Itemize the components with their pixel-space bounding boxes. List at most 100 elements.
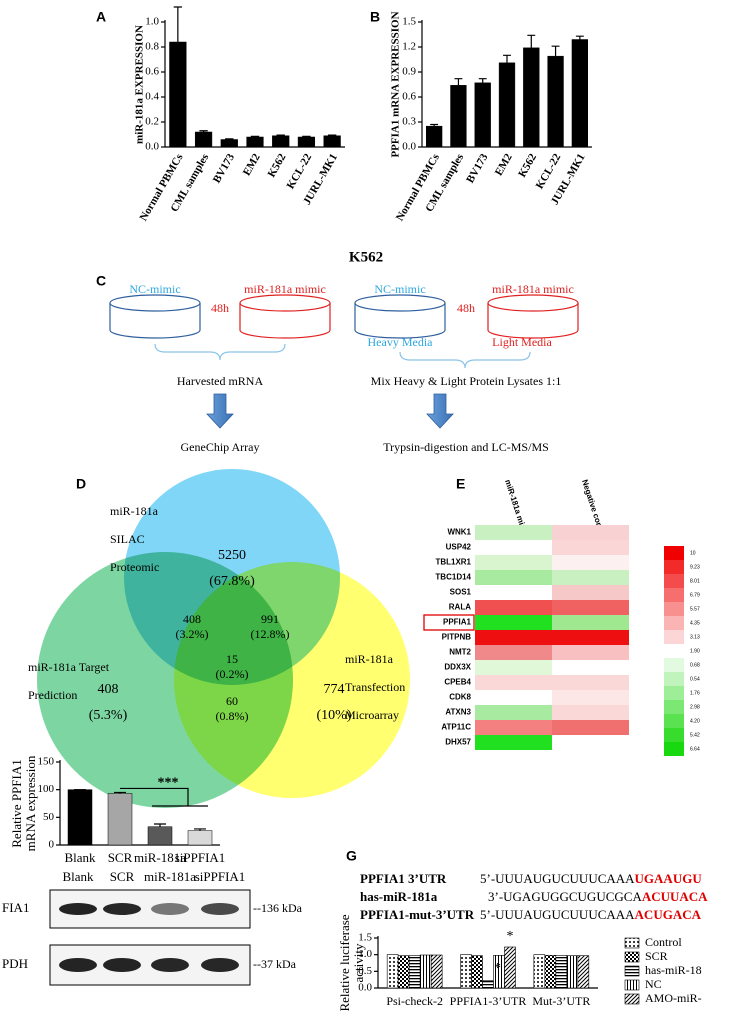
venn-count: 60 bbox=[226, 694, 238, 708]
bar bbox=[533, 954, 546, 989]
x-tick-label: BV173 bbox=[464, 151, 491, 185]
venn-set-label: Transfection bbox=[345, 680, 405, 694]
bar bbox=[460, 954, 472, 989]
bar bbox=[577, 955, 590, 989]
scale-swatch bbox=[664, 602, 684, 616]
heatmap-cell bbox=[475, 675, 552, 690]
venn-count: 774 bbox=[324, 682, 345, 697]
legend-label: AMO-miR- bbox=[645, 991, 702, 1005]
venn-set-label: Proteomic bbox=[110, 560, 159, 574]
heatmap-cell bbox=[475, 645, 552, 660]
size-label: --136 kDa bbox=[253, 901, 303, 915]
sequence-body: 5’-UUUAUGUCUUUCAAA bbox=[480, 907, 635, 922]
bar bbox=[504, 946, 516, 989]
y-tick-label: 50 bbox=[43, 811, 55, 823]
venn-labels: miR-181a SILAC Proteomic miR-181a Target Pre… bbox=[28, 504, 405, 723]
x-tick-label: Mut-3’UTR bbox=[532, 994, 590, 1008]
error-bar bbox=[199, 130, 208, 132]
y-tick-label: 0.0 bbox=[402, 141, 416, 153]
scale-swatch bbox=[664, 616, 684, 630]
error-bar bbox=[527, 34, 536, 48]
panel-label: G bbox=[346, 848, 357, 864]
bar bbox=[272, 135, 290, 148]
seed-region: ACUGACA bbox=[635, 907, 702, 922]
x-tick-label: PPFIA1-3’UTR bbox=[450, 994, 527, 1008]
bar bbox=[107, 793, 133, 846]
row-label: TBL1XR1 bbox=[435, 558, 471, 567]
venn-percent: (12.8%) bbox=[251, 627, 290, 641]
seed-region: UGAAUGU bbox=[635, 871, 703, 886]
step-label: Mix Heavy & Light Protein Lysates 1:1 bbox=[371, 374, 562, 388]
bar bbox=[67, 789, 93, 846]
y-tick-label: 0.3 bbox=[402, 116, 416, 128]
x-tick-label: Blank bbox=[64, 850, 96, 865]
bar bbox=[194, 131, 213, 148]
control-label: NC-mimic bbox=[129, 282, 180, 296]
bar bbox=[430, 954, 443, 989]
x-tick-label: Psi-check-2 bbox=[386, 994, 443, 1008]
y-tick-label: 0.2 bbox=[145, 116, 159, 128]
bar bbox=[571, 39, 589, 148]
lane-label: miR-181a bbox=[144, 869, 196, 884]
heatmap-cell bbox=[552, 600, 629, 615]
treatment-label: miR-181a mimic bbox=[244, 282, 326, 296]
significance-mark: *** bbox=[158, 776, 179, 791]
scale-label: 9.23 bbox=[690, 564, 700, 570]
blot-band bbox=[201, 958, 239, 972]
blot-band bbox=[151, 903, 189, 915]
error-bar bbox=[503, 54, 511, 63]
media-label: Light Media bbox=[492, 335, 552, 349]
error-bar bbox=[194, 828, 206, 831]
y-tick-label: 1.5 bbox=[402, 16, 416, 28]
sequence-name: has-miR-181a bbox=[360, 889, 438, 904]
heatmap-cell bbox=[475, 705, 552, 720]
heatmap-cell bbox=[552, 540, 629, 555]
error-bar bbox=[276, 134, 285, 136]
row-label: SOS1 bbox=[450, 588, 472, 597]
heatmap-cell bbox=[475, 720, 552, 735]
legend-swatch bbox=[624, 993, 640, 1005]
bar bbox=[297, 136, 316, 148]
y-tick-label: 100 bbox=[38, 783, 55, 795]
bar bbox=[169, 41, 187, 148]
heatmap-cell bbox=[475, 525, 552, 540]
scale-swatch bbox=[664, 560, 684, 574]
venn-percent: (5.3%) bbox=[89, 708, 128, 723]
panel-label: C bbox=[96, 273, 106, 289]
time-label: 48h bbox=[211, 301, 229, 315]
row-label: DHX57 bbox=[445, 738, 471, 747]
row-label: USP42 bbox=[446, 543, 472, 552]
y-tick-label: 0.6 bbox=[145, 66, 159, 78]
venn-percent: (10%) bbox=[317, 708, 352, 723]
scale-label: 5.57 bbox=[690, 606, 700, 612]
scale-swatch bbox=[664, 658, 684, 672]
bar bbox=[566, 955, 579, 989]
heatmap-cell bbox=[475, 615, 552, 630]
venn-percent: (0.8%) bbox=[216, 709, 249, 723]
y-axis-label: Relative PPFIA1 bbox=[9, 759, 24, 847]
venn-set bbox=[174, 562, 410, 798]
scale-swatch bbox=[664, 672, 684, 686]
highlight-box bbox=[423, 614, 475, 631]
venn-count: 991 bbox=[261, 612, 279, 626]
heatmap-cell bbox=[475, 600, 552, 615]
scale-swatch bbox=[664, 630, 684, 644]
scale-swatch bbox=[664, 742, 684, 756]
significance-mark: * bbox=[507, 929, 514, 944]
bar bbox=[482, 980, 494, 989]
error-bar bbox=[250, 135, 260, 137]
control-label: NC-mimic bbox=[374, 282, 425, 296]
lane-label: Blank bbox=[62, 869, 94, 884]
venn-count: 15 bbox=[226, 652, 238, 666]
row-label: TBC1D14 bbox=[435, 573, 471, 582]
bar bbox=[474, 82, 491, 148]
row-label: PPFIA1 bbox=[443, 618, 472, 627]
lane-label: SCR bbox=[110, 869, 135, 884]
y-axis-label: mRNA expression bbox=[23, 755, 38, 851]
venn-set-label: miR-181a bbox=[110, 504, 159, 518]
blot-band bbox=[103, 903, 141, 915]
assay-label: GeneChip Array bbox=[181, 440, 260, 454]
panel-label: D bbox=[76, 476, 86, 492]
